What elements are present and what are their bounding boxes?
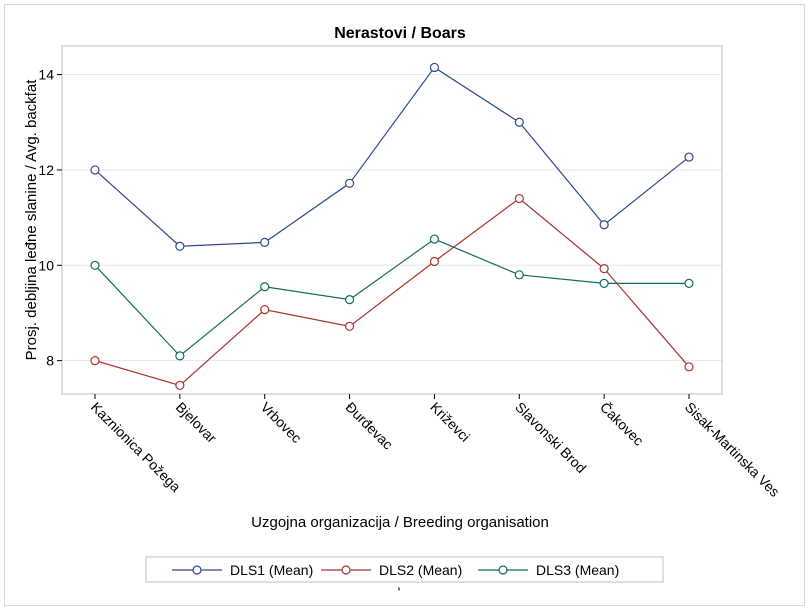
data-point <box>429 234 440 244</box>
data-point <box>344 321 355 331</box>
x-axis-label: Uzgojna organizacija / Breeding organisa… <box>251 514 549 531</box>
x-tick-label: Kaznionica Požega <box>88 399 184 495</box>
chart-title: Nerastovi / Boars <box>334 25 466 42</box>
x-tick-label: Križevci <box>427 399 473 445</box>
data-point <box>344 178 355 188</box>
data-point <box>175 351 185 361</box>
series-line <box>94 197 690 387</box>
legend-marker <box>192 565 202 575</box>
series-layer <box>90 62 694 391</box>
data-point <box>429 256 440 267</box>
series-line <box>94 238 689 357</box>
x-tick-label: Bjelovar <box>173 399 220 446</box>
data-point <box>175 241 185 251</box>
data-point <box>684 362 694 372</box>
data-point <box>599 278 609 289</box>
series-line <box>94 66 690 247</box>
gridlines <box>62 74 722 362</box>
footnote-mark: ' <box>398 584 401 600</box>
data-point <box>599 264 609 274</box>
legend-box <box>145 556 664 583</box>
data-point <box>90 165 100 175</box>
data-point <box>260 282 270 292</box>
y-axis: 8 10 12 14 <box>38 67 62 369</box>
y-tick-label: 10 <box>38 257 54 273</box>
y-tick-label: 8 <box>46 353 54 369</box>
x-tick-label: Čakovec <box>597 399 647 449</box>
x-tick-label: Đurđevac <box>342 399 396 453</box>
x-tick-label: Sisak-Martinska Ves <box>682 399 783 500</box>
x-tick-label: Vrbovec <box>258 399 305 446</box>
legend-label: DLS1 (Mean) <box>230 562 313 578</box>
legend: DLS1 (Mean) DLS2 (Mean) DLS3 (Mean) <box>172 562 619 578</box>
legend-marker <box>498 565 508 575</box>
data-point <box>514 193 524 204</box>
y-tick-label: 14 <box>38 67 54 83</box>
data-point <box>514 270 524 280</box>
legend-label: DLS2 (Mean) <box>379 562 462 578</box>
plot-area <box>61 45 723 395</box>
data-point <box>684 152 694 162</box>
data-point <box>684 278 694 289</box>
data-point <box>344 295 355 305</box>
chart-frame <box>4 4 805 606</box>
data-point <box>260 305 270 315</box>
data-point <box>514 117 524 127</box>
data-point <box>90 260 100 270</box>
data-point <box>90 356 100 366</box>
legend-label: DLS3 (Mean) <box>536 562 619 578</box>
data-point <box>260 237 270 248</box>
y-tick-label: 12 <box>38 162 54 178</box>
x-tick-label: Slavonski Brod <box>512 399 589 476</box>
data-point <box>175 380 185 391</box>
legend-marker <box>341 565 351 575</box>
data-point <box>429 62 440 73</box>
y-axis-label: Prosj. debljina leđne slanine / Avg. bac… <box>23 79 40 361</box>
data-point <box>599 220 609 230</box>
